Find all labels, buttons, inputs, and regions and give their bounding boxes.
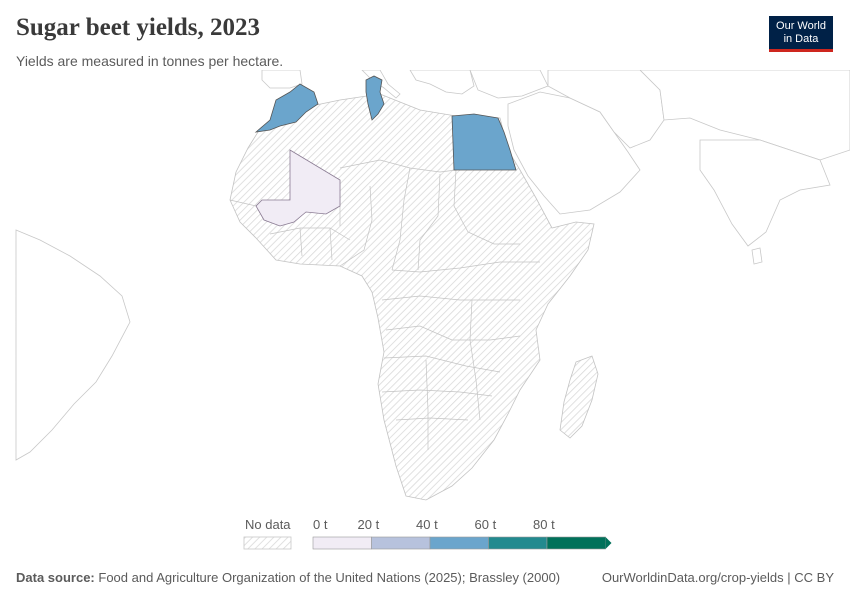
legend — [243, 536, 612, 550]
logo-line-1: Our World — [776, 20, 826, 32]
logo-line-2: in Data — [783, 33, 819, 45]
madagascar — [559, 355, 599, 439]
legend-bin-0[interactable] — [312, 536, 372, 550]
balkans-outline — [409, 70, 475, 95]
legend-bin-1[interactable] — [371, 536, 431, 550]
legend-bin-3[interactable] — [488, 536, 548, 550]
owid-logo[interactable]: Our World in Data — [769, 16, 833, 52]
south-america-outline — [15, 229, 131, 461]
sri-lanka-outline — [751, 247, 763, 265]
background-land — [15, 70, 850, 461]
footer-link[interactable]: OurWorldinData.org/crop-yields | CC BY — [601, 570, 834, 585]
iberia-outline — [261, 70, 303, 89]
legend-bin-label-3: 60 t — [474, 517, 497, 532]
india-outline — [699, 139, 831, 247]
turkey-outline — [469, 70, 549, 99]
country-egypt — [451, 113, 517, 171]
legend-no-data-label: No data — [245, 517, 291, 532]
africa-borders — [229, 159, 540, 450]
source-text: Food and Agriculture Organization of the… — [98, 570, 561, 585]
chart-subtitle: Yields are measured in tonnes per hectar… — [16, 53, 284, 69]
legend-bin-label-2: 40 t — [416, 517, 438, 532]
country-morocco — [254, 83, 319, 133]
legend-bin-2[interactable] — [429, 536, 489, 550]
footer-source: Data source: Food and Agriculture Organi… — [16, 570, 560, 585]
legend-no-data-swatch — [243, 536, 292, 550]
source-label: Data source: — [16, 570, 95, 585]
legend-bin-label-0: 0 t — [313, 517, 328, 532]
legend-bin-label-4: 80 t — [533, 517, 555, 532]
legend-bin-label-1: 20 t — [357, 517, 380, 532]
africa-map[interactable] — [0, 70, 850, 510]
data-countries — [254, 75, 517, 227]
country-mali — [255, 149, 341, 227]
chart-title: Sugar beet yields, 2023 — [16, 14, 260, 41]
legend-arrow — [605, 537, 612, 549]
country-tunisia — [365, 75, 385, 121]
legend-bin-4[interactable] — [546, 536, 606, 550]
